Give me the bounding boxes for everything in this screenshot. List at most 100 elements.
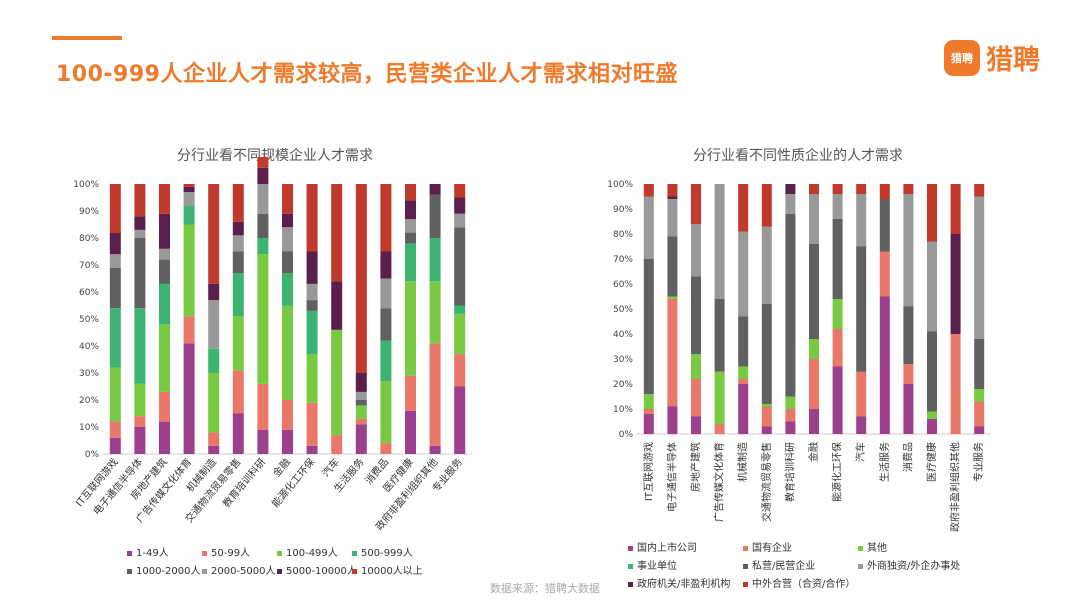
legend-label: 50-99人	[211, 547, 250, 559]
bar-segment	[856, 371, 867, 417]
bar-segment	[232, 235, 244, 252]
bar-segment	[691, 416, 701, 434]
bar-segment	[183, 186, 195, 193]
bar-segment	[643, 394, 654, 409]
bar-segment	[257, 383, 269, 430]
bar-segment	[134, 229, 146, 238]
bar-segment	[667, 299, 678, 407]
page-title: 100-999人企业人才需求较高，民营类企业人才需求相对旺盛	[56, 62, 678, 87]
x-tick-label: 汽车	[854, 442, 867, 462]
legend-swatch	[277, 551, 282, 556]
bar-segment	[355, 418, 367, 425]
legend-swatch	[277, 569, 282, 574]
y-tick-label: 20%	[79, 396, 99, 406]
bar-segment	[306, 354, 318, 403]
bar-segment	[974, 339, 985, 389]
y-tick-label: 0%	[619, 430, 634, 440]
bar-segment	[331, 184, 343, 282]
bar-segment	[183, 184, 195, 187]
bar-segment	[159, 324, 170, 392]
bar-segment	[691, 184, 701, 224]
x-tick-label: 教育培训科研	[783, 442, 796, 502]
bar-segment	[232, 316, 244, 371]
bar-segment	[331, 329, 343, 436]
bar-segment	[380, 251, 392, 279]
bar-segment	[134, 383, 146, 417]
y-tick-label: 70%	[613, 255, 633, 265]
bar-segment	[257, 157, 269, 168]
bar-segment	[856, 246, 867, 372]
bar-segment	[879, 296, 890, 434]
bar-segment	[134, 238, 146, 309]
legend-label: 100-499人	[286, 547, 338, 559]
bar-segment	[282, 184, 293, 214]
bar-segment	[832, 194, 843, 219]
bar-segment	[454, 184, 466, 198]
legend-label: 1000-2000人	[136, 565, 201, 577]
bar-segment	[667, 196, 678, 199]
bar-segment	[109, 254, 121, 268]
bar-segment	[183, 343, 195, 454]
bar-segment	[257, 167, 269, 184]
bar-segment	[974, 196, 985, 339]
y-tick-label: 30%	[613, 355, 633, 365]
bar-segment	[429, 445, 441, 454]
bar-segment	[380, 278, 392, 309]
bar-segment	[405, 375, 416, 411]
legend-label: 10000人以上	[361, 565, 423, 577]
bar-segment	[738, 379, 749, 384]
bar-segment	[879, 199, 890, 252]
bar-segment	[691, 354, 701, 379]
bar-segment	[643, 196, 654, 259]
bar-segment	[134, 216, 146, 230]
x-tick-label: 交通物流贸易零售	[760, 442, 773, 522]
bar-segment	[109, 267, 121, 309]
bar-segment	[208, 348, 220, 373]
legend-swatch	[858, 546, 863, 551]
bar-segment	[927, 184, 937, 242]
bar-segment	[832, 219, 843, 299]
legend-label: 500-999人	[361, 547, 413, 559]
legend-label: 国有企业	[752, 541, 792, 554]
bar-segment	[331, 435, 343, 454]
bar-segment	[809, 244, 819, 339]
bar-segment	[667, 296, 678, 299]
bar-segment	[257, 429, 269, 454]
bar-segment	[974, 389, 985, 402]
bar-segment	[208, 283, 220, 301]
bar-segment	[856, 416, 867, 434]
y-tick-label: 90%	[79, 207, 99, 217]
bar-segment	[306, 300, 318, 311]
bar-segment	[109, 421, 121, 438]
bar-segment	[950, 184, 961, 234]
bar-segment	[950, 234, 961, 334]
bar-segment	[405, 232, 416, 244]
bar-segment	[429, 238, 441, 282]
bar-segment	[809, 359, 819, 409]
legend-label: 其他	[867, 541, 887, 554]
bar-segment	[761, 404, 772, 407]
legend-swatch	[743, 546, 748, 551]
bar-segment	[761, 304, 772, 404]
x-tick-label: 专业服务	[972, 442, 985, 482]
legend-swatch	[202, 551, 207, 556]
bar-segment	[714, 184, 725, 299]
bar-segment	[785, 409, 796, 422]
bar-segment	[282, 213, 293, 228]
bar-segment	[257, 213, 269, 238]
bar-segment	[927, 411, 937, 419]
y-tick-label: 10%	[79, 423, 99, 433]
y-tick-label: 50%	[79, 315, 99, 325]
legend-label: 2000-5000人	[211, 565, 276, 577]
x-tick-label: 医疗健康	[925, 442, 938, 482]
bar-segment	[714, 371, 725, 424]
bar-segment	[134, 184, 146, 217]
bar-segment	[159, 184, 170, 214]
bar-segment	[691, 224, 701, 277]
y-tick-label: 30%	[79, 369, 99, 379]
bar-segment	[159, 259, 170, 284]
bar-segment	[429, 343, 441, 446]
bar-segment	[257, 254, 269, 384]
bar-segment	[761, 406, 772, 427]
